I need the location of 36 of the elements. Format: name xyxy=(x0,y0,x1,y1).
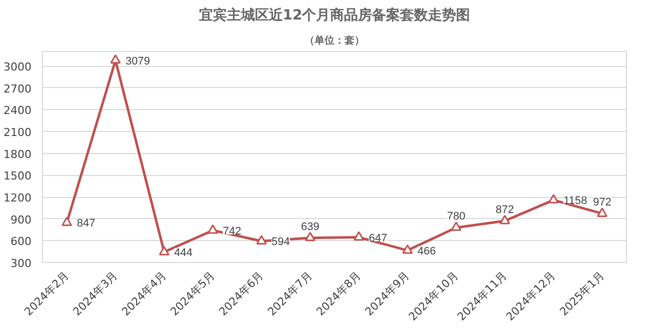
y-tick-label: 300 xyxy=(10,257,32,270)
point xyxy=(450,222,462,231)
point xyxy=(596,208,608,217)
data-label: 1158 xyxy=(564,195,588,208)
point xyxy=(208,224,218,234)
chart-title: 宜宾主城区近12个月商品房备案套数走势图 xyxy=(198,6,470,24)
y-tick-label: 3000 xyxy=(4,60,32,74)
data-label: 594 xyxy=(272,236,290,248)
data-label: 639 xyxy=(300,220,320,233)
chart-subtitle: （单位：套） xyxy=(304,34,364,46)
data-label: 466 xyxy=(418,245,436,258)
y-tick-label: 600 xyxy=(10,235,32,248)
y-tick-label: 2700 xyxy=(4,82,32,96)
point xyxy=(402,244,413,254)
data-label: 780 xyxy=(446,210,466,223)
y-tick-label: 1800 xyxy=(4,148,32,161)
data-label: 444 xyxy=(174,247,193,260)
point xyxy=(354,231,364,241)
point xyxy=(62,216,72,226)
data-label: 872 xyxy=(496,204,514,216)
y-tick-label: 1200 xyxy=(4,192,32,205)
data-label: 847 xyxy=(76,218,96,230)
point xyxy=(304,232,316,242)
data-label: 3079 xyxy=(126,55,150,68)
point xyxy=(500,214,510,224)
data-label: 972 xyxy=(592,196,612,209)
y-tick-label: 2100 xyxy=(4,126,32,140)
y-tick-label: 1500 xyxy=(4,170,32,183)
y-tick-label: 900 xyxy=(10,213,32,226)
point xyxy=(256,235,267,244)
point xyxy=(158,246,170,256)
point xyxy=(548,194,559,204)
point xyxy=(110,54,121,64)
data-label: 742 xyxy=(222,225,242,238)
data-label: 647 xyxy=(368,232,388,244)
y-tick-label: 2400 xyxy=(4,104,32,118)
